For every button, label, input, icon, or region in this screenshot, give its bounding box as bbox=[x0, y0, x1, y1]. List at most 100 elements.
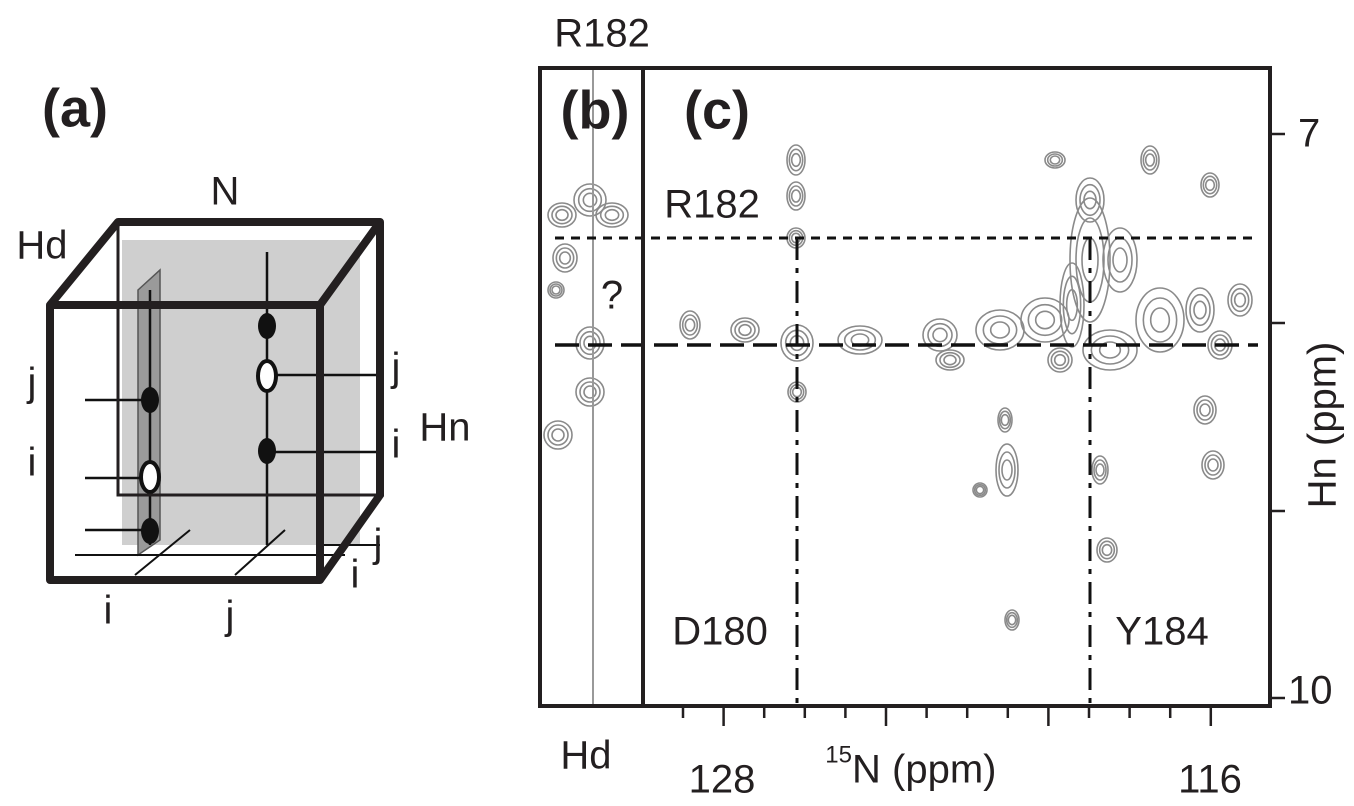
contour bbox=[1083, 190, 1097, 210]
contour bbox=[1202, 175, 1218, 195]
axis-label: Hd bbox=[16, 224, 67, 268]
contour bbox=[932, 327, 948, 343]
contour bbox=[1093, 459, 1107, 481]
index-label: j bbox=[391, 346, 401, 390]
contour bbox=[1075, 177, 1105, 223]
panel-label: (b) bbox=[561, 80, 630, 140]
annotation: R182 bbox=[664, 183, 760, 227]
contour bbox=[573, 183, 607, 217]
contour bbox=[734, 320, 756, 340]
plane bbox=[122, 240, 360, 545]
contour bbox=[998, 410, 1012, 430]
contour bbox=[943, 354, 957, 366]
index-label: i bbox=[392, 423, 401, 467]
contour bbox=[939, 351, 961, 369]
axis-title-superscript: 15 bbox=[825, 741, 852, 768]
plot-frame bbox=[538, 66, 1272, 708]
line bbox=[234, 529, 286, 576]
contour bbox=[1005, 611, 1019, 629]
contour bbox=[551, 285, 561, 295]
contour bbox=[1149, 307, 1171, 333]
contour bbox=[599, 205, 625, 225]
contour bbox=[790, 152, 802, 168]
peak bbox=[258, 313, 276, 339]
contour bbox=[1053, 353, 1067, 367]
contour bbox=[790, 189, 802, 203]
ticks bbox=[681, 132, 1285, 726]
contour bbox=[1001, 459, 1013, 481]
index-label: i bbox=[28, 441, 37, 485]
contour bbox=[1207, 458, 1219, 472]
contour bbox=[579, 381, 601, 403]
annotation: ? bbox=[601, 274, 623, 318]
contour bbox=[738, 323, 752, 337]
index-label: j bbox=[373, 522, 383, 566]
contour bbox=[1000, 413, 1010, 427]
index-label: j bbox=[225, 594, 235, 638]
contour bbox=[730, 317, 760, 343]
contour bbox=[1196, 399, 1214, 421]
panel-label: (c) bbox=[684, 80, 750, 140]
contour bbox=[1047, 347, 1073, 373]
contour bbox=[786, 181, 806, 211]
contours bbox=[543, 144, 1253, 631]
contour bbox=[551, 205, 573, 225]
index-label: i bbox=[351, 553, 360, 597]
contour bbox=[549, 283, 563, 297]
peak bbox=[139, 460, 161, 494]
contour bbox=[1034, 310, 1056, 330]
contour bbox=[582, 192, 598, 208]
contour bbox=[1044, 151, 1066, 169]
contour bbox=[1185, 287, 1215, 333]
contour bbox=[604, 208, 620, 222]
contour bbox=[595, 202, 629, 228]
x-tick-label: 116 bbox=[1178, 758, 1242, 802]
contour bbox=[786, 144, 806, 176]
contour bbox=[1095, 463, 1105, 477]
contour bbox=[1200, 172, 1220, 198]
contour bbox=[555, 208, 569, 222]
contour bbox=[1046, 153, 1064, 167]
contour bbox=[1090, 335, 1130, 365]
annotation: D180 bbox=[672, 610, 768, 654]
index-label: i bbox=[104, 589, 113, 633]
axis-label: Hd bbox=[560, 734, 611, 778]
contour bbox=[1204, 178, 1216, 192]
contour bbox=[1189, 293, 1211, 327]
contour bbox=[935, 349, 965, 371]
contour bbox=[997, 407, 1013, 433]
contour bbox=[998, 451, 1016, 489]
panel-label: (a) bbox=[42, 78, 108, 138]
axis-title: N (ppm) bbox=[852, 748, 996, 792]
contour bbox=[543, 420, 573, 450]
peak bbox=[256, 359, 278, 393]
contour bbox=[989, 321, 1011, 339]
contour bbox=[583, 385, 597, 399]
contour bbox=[1059, 262, 1085, 348]
contour bbox=[555, 247, 575, 269]
contour bbox=[1112, 247, 1128, 273]
contour bbox=[973, 483, 987, 497]
y-tick-label: 10 bbox=[1288, 669, 1333, 713]
contour bbox=[1193, 395, 1217, 425]
contour bbox=[575, 326, 605, 360]
contour bbox=[837, 325, 883, 355]
contour bbox=[1135, 287, 1185, 353]
contour bbox=[1144, 153, 1156, 167]
contour bbox=[927, 322, 953, 348]
line bbox=[134, 529, 191, 576]
y-tick-label: 7 bbox=[1298, 112, 1320, 156]
contour bbox=[1233, 292, 1247, 308]
contour bbox=[975, 485, 985, 495]
contour bbox=[1227, 283, 1253, 317]
contour bbox=[1204, 454, 1222, 476]
contour bbox=[1142, 149, 1158, 171]
x-tick-label: 128 bbox=[689, 758, 756, 802]
contour bbox=[1049, 155, 1061, 165]
contour bbox=[1107, 237, 1133, 283]
contour bbox=[684, 318, 696, 332]
contour bbox=[583, 335, 597, 351]
peak bbox=[141, 518, 159, 544]
contour bbox=[1101, 543, 1113, 557]
